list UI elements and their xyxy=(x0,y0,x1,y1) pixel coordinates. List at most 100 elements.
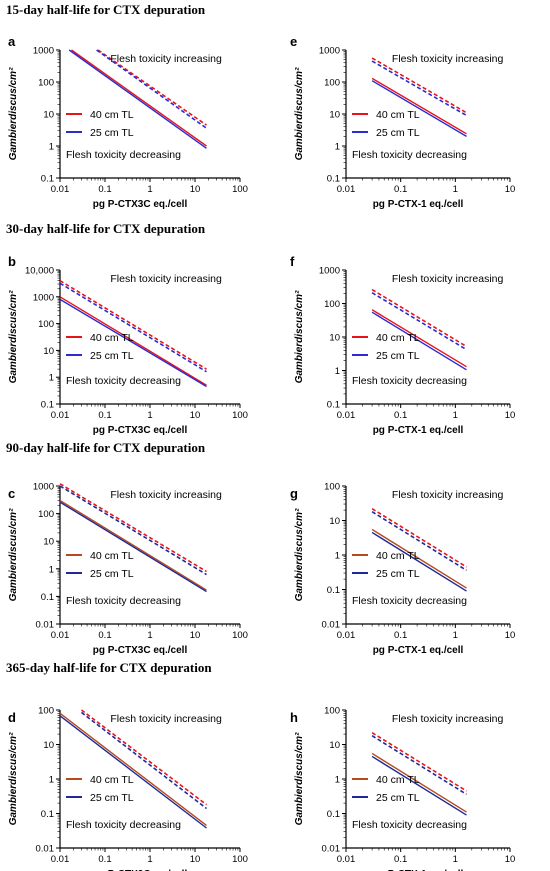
series-line-red-dashed xyxy=(371,732,467,792)
section-title-90-day: 90-day half-life for CTX depuration xyxy=(6,440,206,455)
series-line-blue-dashed xyxy=(371,60,467,117)
legend-label: 25 cm TL xyxy=(90,350,134,362)
y-tick-label: 1 xyxy=(335,366,340,377)
series-line-blue-solid xyxy=(371,80,467,137)
series-line-red-dashed xyxy=(371,288,467,348)
series-line-red-dashed xyxy=(371,508,467,568)
panel-letter: c xyxy=(8,486,15,501)
annotation-decreasing: Flesh toxicity decreasing xyxy=(66,149,181,161)
y-axis-label: Gambierdiscus/cm² xyxy=(294,508,305,601)
annotation-increasing: Flesh toxicity increasing xyxy=(110,273,222,285)
y-tick-label: 10 xyxy=(329,516,340,527)
x-tick-label: 1 xyxy=(453,630,458,641)
x-tick-label: 10 xyxy=(190,184,201,195)
series-line-dark_blue-solid xyxy=(59,501,207,593)
x-axis-label: pg P-CTX-1 eq./cell xyxy=(373,199,464,210)
legend-label: 40 cm TL xyxy=(376,550,420,562)
y-tick-label: 0.01 xyxy=(322,620,341,631)
series-line-blue-solid xyxy=(59,298,207,388)
series-line-blue-dashed xyxy=(371,292,467,351)
y-tick-label: 10 xyxy=(43,346,54,357)
x-tick-label: 10 xyxy=(190,630,201,641)
x-tick-label: 1 xyxy=(453,854,458,865)
y-tick-label: 0.1 xyxy=(41,400,54,411)
x-tick-label: 0.01 xyxy=(51,410,70,421)
series-line-blue-solid xyxy=(68,49,207,149)
y-tick-label: 1000 xyxy=(33,292,54,303)
series-line-dark_blue-dashed xyxy=(371,511,467,571)
x-axis-label: pg P-CTX3C eq./cell xyxy=(93,199,188,210)
panel-letter: e xyxy=(290,34,297,49)
y-tick-label: 0.01 xyxy=(36,844,55,855)
legend-label: 25 cm TL xyxy=(90,127,134,139)
y-tick-label: 10 xyxy=(43,110,54,121)
x-tick-label: 1 xyxy=(453,410,458,421)
annotation-increasing: Flesh toxicity increasing xyxy=(392,273,504,285)
annotation-decreasing: Flesh toxicity decreasing xyxy=(66,595,181,607)
series-line-red-solid xyxy=(71,49,207,147)
annotation-increasing: Flesh toxicity increasing xyxy=(110,713,222,725)
legend-label: 40 cm TL xyxy=(376,774,420,786)
x-tick-label: 1 xyxy=(147,184,152,195)
series-line-red-dashed xyxy=(371,57,467,114)
series-line-red-solid xyxy=(371,309,467,368)
section-title-365-day: 365-day half-life for CTX depuration xyxy=(6,660,212,675)
y-tick-label: 100 xyxy=(324,299,340,310)
panel-letter: a xyxy=(8,34,16,49)
annotation-increasing: Flesh toxicity increasing xyxy=(392,489,504,501)
x-tick-label: 0.1 xyxy=(98,854,111,865)
series-line-red-dashed xyxy=(80,709,207,806)
panel-letter: g xyxy=(290,486,298,501)
section-title-30-day: 30-day half-life for CTX depuration xyxy=(6,221,206,236)
annotation-increasing: Flesh toxicity increasing xyxy=(110,53,222,65)
y-tick-label: 1 xyxy=(335,775,340,786)
x-tick-label: 10 xyxy=(505,184,516,195)
x-tick-label: 100 xyxy=(232,854,248,865)
x-tick-label: 0.01 xyxy=(51,630,70,641)
x-tick-label: 0.01 xyxy=(337,854,356,865)
x-axis-label: pg P-CTX3C eq./cell xyxy=(93,425,188,436)
panel-letter: h xyxy=(290,710,298,725)
y-tick-label: 1 xyxy=(49,564,54,575)
x-axis-label: pg P-CTX-1 eq./cell xyxy=(373,869,464,871)
series-line-blue-dashed xyxy=(96,49,207,129)
series-line-dark_red-solid xyxy=(371,752,467,813)
x-tick-label: 0.1 xyxy=(394,410,407,421)
y-tick-label: 1 xyxy=(335,142,340,153)
x-tick-label: 100 xyxy=(232,184,248,195)
x-tick-label: 1 xyxy=(147,410,152,421)
annotation-decreasing: Flesh toxicity decreasing xyxy=(352,819,467,831)
y-tick-label: 10 xyxy=(329,740,340,751)
legend-label: 40 cm TL xyxy=(376,109,420,121)
x-tick-label: 0.01 xyxy=(337,410,356,421)
annotation-decreasing: Flesh toxicity decreasing xyxy=(352,595,467,607)
annotation-decreasing: Flesh toxicity decreasing xyxy=(66,375,181,387)
panel-letter: b xyxy=(8,254,16,269)
y-tick-label: 0.1 xyxy=(41,174,54,185)
y-tick-label: 0.01 xyxy=(36,620,55,631)
x-tick-label: 100 xyxy=(232,630,248,641)
series-line-blue-solid xyxy=(371,311,467,371)
panel-letter: f xyxy=(290,254,295,269)
annotation-decreasing: Flesh toxicity decreasing xyxy=(352,149,467,161)
series-line-red-dashed xyxy=(97,49,207,126)
x-tick-label: 0.1 xyxy=(394,184,407,195)
y-tick-label: 100 xyxy=(38,706,54,717)
x-tick-label: 0.1 xyxy=(394,854,407,865)
legend-label: 40 cm TL xyxy=(90,332,134,344)
y-tick-label: 100 xyxy=(38,509,54,520)
x-tick-label: 100 xyxy=(232,410,248,421)
x-axis-label: pg P-CTX-1 eq./cell xyxy=(373,425,464,436)
legend-label: 40 cm TL xyxy=(90,550,134,562)
series-line-blue-dashed xyxy=(59,282,207,373)
section-title-15-day: 15-day half-life for CTX depuration xyxy=(6,2,206,17)
y-tick-label: 100 xyxy=(324,482,340,493)
x-axis-label: pg P-CTX-1 eq./cell xyxy=(373,645,464,656)
x-tick-label: 0.1 xyxy=(394,630,407,641)
series-line-dark_red-solid xyxy=(59,499,207,591)
annotation-decreasing: Flesh toxicity decreasing xyxy=(352,375,467,387)
y-tick-label: 10 xyxy=(43,537,54,548)
series-line-red-dashed xyxy=(59,483,207,573)
